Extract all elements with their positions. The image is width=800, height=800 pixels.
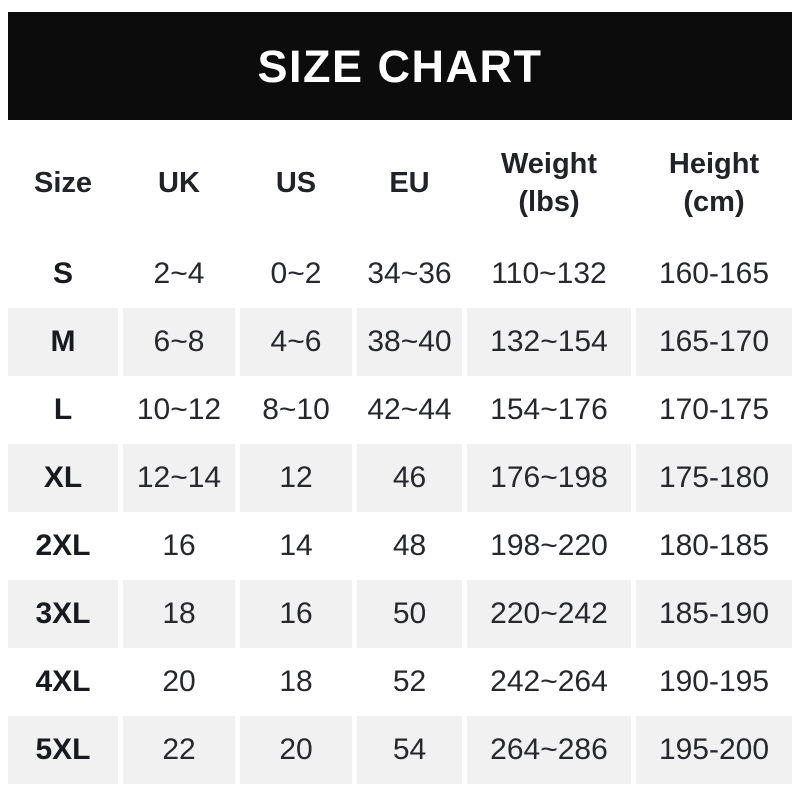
table-container: Size UK US EU Weight (lbs) Height (cm) S… — [8, 127, 792, 784]
eu-cell: 46 — [352, 444, 462, 512]
us-cell: 4~6 — [235, 308, 352, 376]
column-header-weight: Weight (lbs) — [462, 127, 631, 240]
table-row: 2XL 16 14 48 198~220 180-185 — [8, 512, 792, 580]
eu-cell: 42~44 — [352, 376, 462, 444]
weight-cell: 242~264 — [462, 648, 631, 716]
us-cell: 8~10 — [235, 376, 352, 444]
table-row: 3XL 18 16 50 220~242 185-190 — [8, 580, 792, 648]
table-row: L 10~12 8~10 42~44 154~176 170-175 — [8, 376, 792, 444]
us-cell: 12 — [235, 444, 352, 512]
us-cell: 16 — [235, 580, 352, 648]
height-cell: 175-180 — [631, 444, 792, 512]
size-cell: 4XL — [8, 648, 118, 716]
header-row: Size UK US EU Weight (lbs) Height (cm) — [8, 127, 792, 240]
eu-cell: 52 — [352, 648, 462, 716]
uk-cell: 12~14 — [118, 444, 235, 512]
size-cell: S — [8, 240, 118, 308]
size-cell: L — [8, 376, 118, 444]
eu-cell: 54 — [352, 716, 462, 784]
uk-cell: 6~8 — [118, 308, 235, 376]
table-row: 5XL 22 20 54 264~286 195-200 — [8, 716, 792, 784]
height-cell: 195-200 — [631, 716, 792, 784]
size-table: Size UK US EU Weight (lbs) Height (cm) S… — [8, 127, 792, 784]
weight-cell: 154~176 — [462, 376, 631, 444]
weight-cell: 110~132 — [462, 240, 631, 308]
uk-cell: 2~4 — [118, 240, 235, 308]
column-header-height: Height (cm) — [631, 127, 792, 240]
height-cell: 185-190 — [631, 580, 792, 648]
table-row: S 2~4 0~2 34~36 110~132 160-165 — [8, 240, 792, 308]
size-cell: XL — [8, 444, 118, 512]
eu-cell: 50 — [352, 580, 462, 648]
uk-cell: 22 — [118, 716, 235, 784]
size-cell: 2XL — [8, 512, 118, 580]
height-cell: 190-195 — [631, 648, 792, 716]
title-banner: SIZE CHART — [8, 12, 792, 120]
us-cell: 18 — [235, 648, 352, 716]
us-cell: 0~2 — [235, 240, 352, 308]
eu-cell: 34~36 — [352, 240, 462, 308]
height-cell: 160-165 — [631, 240, 792, 308]
size-cell: M — [8, 308, 118, 376]
uk-cell: 16 — [118, 512, 235, 580]
uk-cell: 18 — [118, 580, 235, 648]
uk-cell: 20 — [118, 648, 235, 716]
column-header-size: Size — [8, 127, 118, 240]
table-header: Size UK US EU Weight (lbs) Height (cm) — [8, 127, 792, 240]
eu-cell: 48 — [352, 512, 462, 580]
column-header-uk: UK — [118, 127, 235, 240]
column-header-us: US — [235, 127, 352, 240]
height-cell: 180-185 — [631, 512, 792, 580]
weight-cell: 220~242 — [462, 580, 631, 648]
weight-cell: 198~220 — [462, 512, 631, 580]
size-cell: 3XL — [8, 580, 118, 648]
height-cell: 165-170 — [631, 308, 792, 376]
table-row: M 6~8 4~6 38~40 132~154 165-170 — [8, 308, 792, 376]
us-cell: 14 — [235, 512, 352, 580]
eu-cell: 38~40 — [352, 308, 462, 376]
height-cell: 170-175 — [631, 376, 792, 444]
table-body: S 2~4 0~2 34~36 110~132 160-165 M 6~8 4~… — [8, 240, 792, 784]
weight-cell: 132~154 — [462, 308, 631, 376]
column-header-eu: EU — [352, 127, 462, 240]
uk-cell: 10~12 — [118, 376, 235, 444]
weight-cell: 176~198 — [462, 444, 631, 512]
size-cell: 5XL — [8, 716, 118, 784]
table-row: XL 12~14 12 46 176~198 175-180 — [8, 444, 792, 512]
us-cell: 20 — [235, 716, 352, 784]
weight-cell: 264~286 — [462, 716, 631, 784]
table-row: 4XL 20 18 52 242~264 190-195 — [8, 648, 792, 716]
page-title: SIZE CHART — [257, 40, 543, 92]
